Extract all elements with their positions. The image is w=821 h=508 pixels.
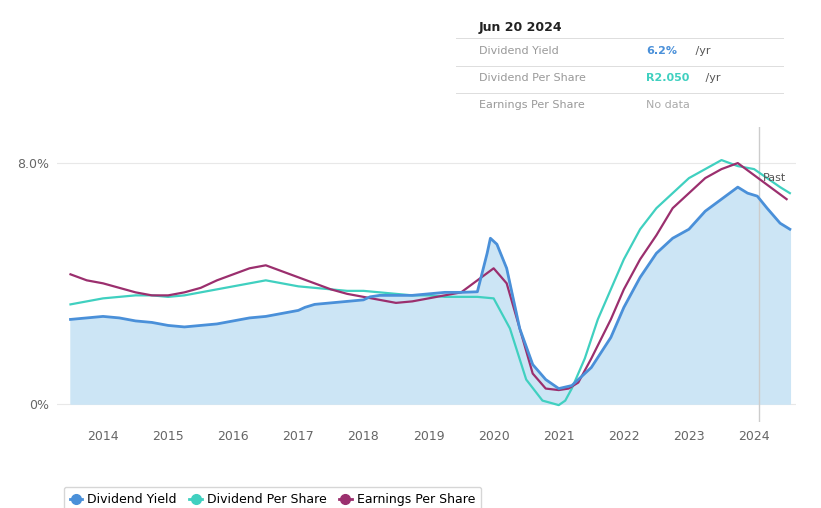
Text: Jun 20 2024: Jun 20 2024 [479, 21, 562, 34]
Text: Dividend Yield: Dividend Yield [479, 46, 558, 56]
Text: Earnings Per Share: Earnings Per Share [479, 101, 585, 110]
Text: R2.050: R2.050 [646, 73, 690, 83]
Text: 6.2%: 6.2% [646, 46, 677, 56]
Text: Past: Past [763, 173, 786, 183]
Legend: Dividend Yield, Dividend Per Share, Earnings Per Share: Dividend Yield, Dividend Per Share, Earn… [64, 487, 481, 508]
Text: No data: No data [646, 101, 690, 110]
Text: /yr: /yr [692, 46, 711, 56]
Text: /yr: /yr [702, 73, 721, 83]
Text: Dividend Per Share: Dividend Per Share [479, 73, 585, 83]
